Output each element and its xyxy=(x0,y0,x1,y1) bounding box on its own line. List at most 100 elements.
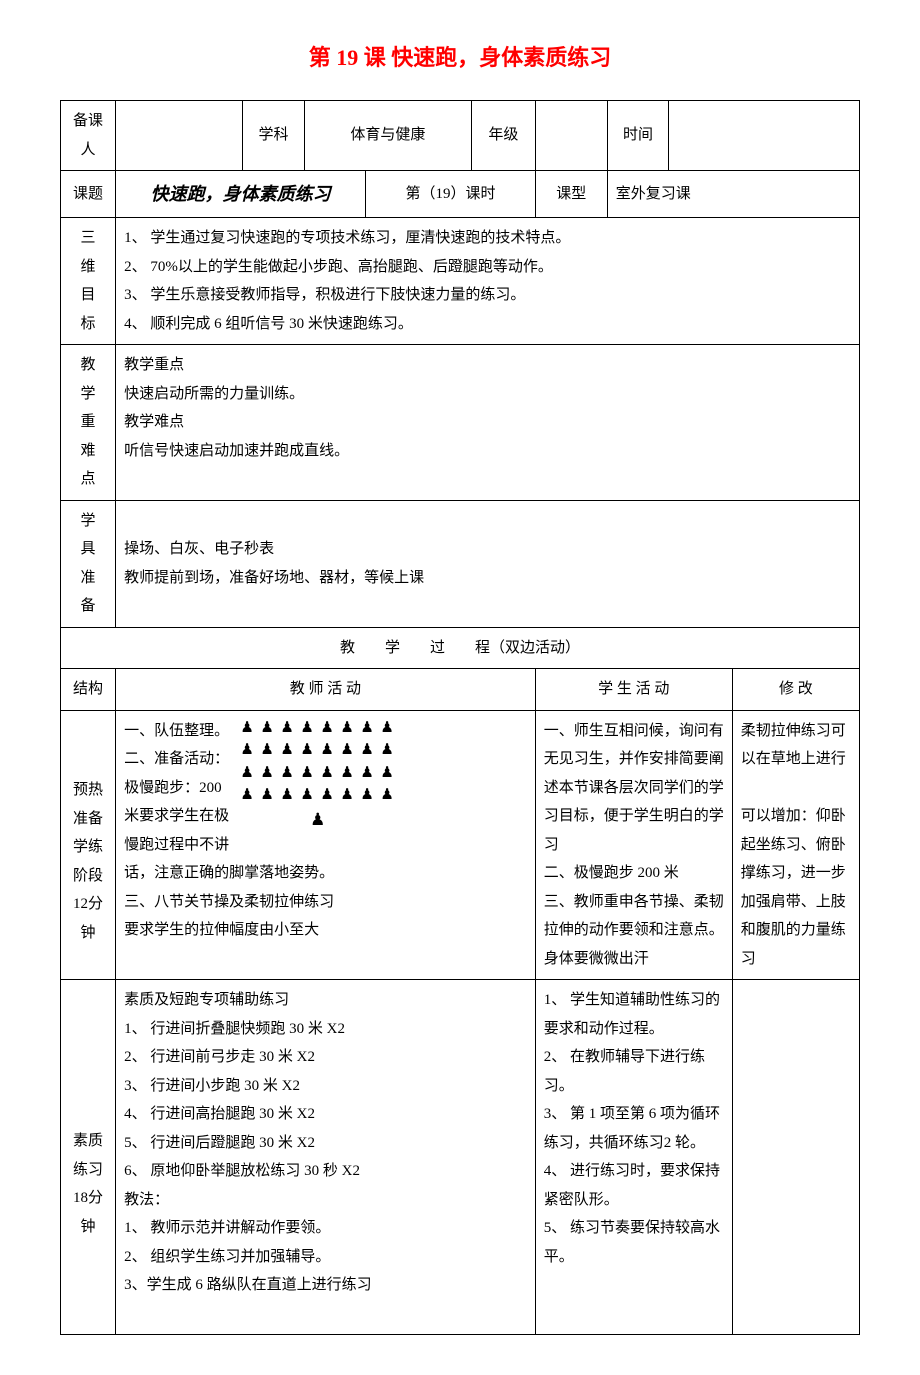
keypoint-line: 快速启动所需的力量训练。 xyxy=(124,380,851,409)
person-icon: ♟ xyxy=(360,762,374,785)
teacher-line: 素质及短跑专项辅助练习 xyxy=(124,986,527,1015)
person-icon: ♟ xyxy=(240,762,254,785)
person-icon: ♟ xyxy=(260,739,274,762)
teacher-line: 教法： xyxy=(124,1186,527,1215)
teacher-person-icon: ♟ xyxy=(310,807,324,833)
type-label: 课型 xyxy=(535,171,607,218)
student-line: 4、 进行练习时，要求保持紧密队形。 xyxy=(544,1157,724,1214)
person-icon: ♟ xyxy=(300,762,314,785)
person-icon: ♟ xyxy=(340,739,354,762)
keypoints-content: 教学重点 快速启动所需的力量训练。 教学难点 听信号快速启动加速并跑成直线。 xyxy=(116,345,860,501)
subject-label: 学科 xyxy=(243,101,304,171)
teacher-line: 1、 行进间折叠腿快频跑 30 米 X2 xyxy=(124,1015,527,1044)
student-line: 2、 在教师辅导下进行练习。 xyxy=(544,1043,724,1100)
teacher-line: 三、八节关节操及柔韧拉伸练习 xyxy=(124,888,527,917)
header-row: 备课人 学科 体育与健康 年级 时间 xyxy=(61,101,860,171)
objective-item: 2、 70%以上的学生能做起小步跑、高抬腿跑、后蹬腿跑等动作。 xyxy=(124,253,851,282)
process-header-row: 教 学 过 程（双边活动） xyxy=(61,627,860,669)
formation-row: ♟♟♟♟♟♟♟♟ xyxy=(237,739,397,762)
student-line: 二、极慢跑步 200 米 xyxy=(544,859,724,888)
section1-teacher-text: 一、队伍整理。 二、准备活动： 极慢跑步：200 米要求学生在极 慢跑过程中不讲 xyxy=(124,717,229,860)
person-icon: ♟ xyxy=(380,784,394,807)
student-line: 三、教师重申各节操、柔韧拉伸的动作要领和注意点。 xyxy=(544,888,724,945)
objectives-content: 1、 学生通过复习快速跑的专项技术练习，厘清快速跑的技术特点。 2、 70%以上… xyxy=(116,218,860,345)
section2-row: 素质练习18分钟 素质及短跑专项辅助练习 1、 行进间折叠腿快频跑 30 米 X… xyxy=(61,980,860,1335)
objectives-label: 三维目标 xyxy=(61,218,116,345)
student-line: 身体要微微出汗 xyxy=(544,945,724,974)
objective-item: 1、 学生通过复习快速跑的专项技术练习，厘清快速跑的技术特点。 xyxy=(124,224,851,253)
teacher-line: 一、队伍整理。 xyxy=(124,717,229,746)
teacher-line: 米要求学生在极 xyxy=(124,802,229,831)
teacher-line: 3、学生成 6 路纵队在直道上进行练习 xyxy=(124,1271,527,1300)
grade-value xyxy=(535,101,607,171)
topic-value: 快速跑，身体素质练习 xyxy=(116,171,366,218)
teacher-line: 6、 原地仰卧举腿放松练习 30 秒 X2 xyxy=(124,1157,527,1186)
keypoint-line: 教学难点 xyxy=(124,408,851,437)
teacher-line: 话，注意正确的脚掌落地姿势。 xyxy=(124,859,527,888)
person-icon: ♟ xyxy=(320,784,334,807)
col-teacher: 教 师 活 动 xyxy=(116,669,536,711)
person-icon: ♟ xyxy=(280,762,294,785)
person-icon: ♟ xyxy=(360,784,374,807)
person-icon: ♟ xyxy=(280,739,294,762)
materials-content: 操场、白灰、电子秒表 教师提前到场，准备好场地、器材，等候上课 xyxy=(116,500,860,627)
teacher-line: 4、 行进间高抬腿跑 30 米 X2 xyxy=(124,1100,527,1129)
person-icon: ♟ xyxy=(300,784,314,807)
section2-student: 1、 学生知道辅助性练习的要求和动作过程。 2、 在教师辅导下进行练习。 3、 … xyxy=(535,980,732,1335)
formation-teacher-row: ♟ xyxy=(237,807,397,833)
type-value: 室外复习课 xyxy=(607,171,859,218)
person-icon: ♟ xyxy=(360,739,374,762)
column-header-row: 结构 教 师 活 动 学 生 活 动 修 改 xyxy=(61,669,860,711)
objective-item: 3、 学生乐意接受教师指导，积极进行下肢快速力量的练习。 xyxy=(124,281,851,310)
person-icon: ♟ xyxy=(320,717,334,740)
section2-modify xyxy=(732,980,859,1335)
teacher-line: 1、 教师示范并讲解动作要领。 xyxy=(124,1214,527,1243)
person-icon: ♟ xyxy=(360,717,374,740)
section1-label: 预热准备学练阶段12分钟 xyxy=(61,710,116,980)
teacher-line: 3、 行进间小步跑 30 米 X2 xyxy=(124,1072,527,1101)
preparer-value xyxy=(116,101,243,171)
formation-row: ♟♟♟♟♟♟♟♟ xyxy=(237,784,397,807)
person-icon: ♟ xyxy=(340,717,354,740)
process-header: 教 学 过 程（双边活动） xyxy=(61,627,860,669)
period-label: 第（19）课时 xyxy=(366,171,536,218)
modify-line xyxy=(741,774,851,803)
person-icon: ♟ xyxy=(320,762,334,785)
section2-label: 素质练习18分钟 xyxy=(61,980,116,1335)
preparer-label: 备课人 xyxy=(61,101,116,171)
grade-label: 年级 xyxy=(472,101,536,171)
col-student: 学 生 活 动 xyxy=(535,669,732,711)
materials-row: 学具准备 操场、白灰、电子秒表 教师提前到场，准备好场地、器材，等候上课 xyxy=(61,500,860,627)
keypoint-line: 听信号快速启动加速并跑成直线。 xyxy=(124,437,851,466)
col-modify: 修 改 xyxy=(732,669,859,711)
keypoints-row: 教学重难点 教学重点 快速启动所需的力量训练。 教学难点 听信号快速启动加速并跑… xyxy=(61,345,860,501)
person-icon: ♟ xyxy=(280,784,294,807)
lesson-plan-table: 备课人 学科 体育与健康 年级 时间 课题 快速跑，身体素质练习 第（19）课时… xyxy=(60,100,860,1335)
time-value xyxy=(669,101,860,171)
person-icon: ♟ xyxy=(340,762,354,785)
objectives-row: 三维目标 1、 学生通过复习快速跑的专项技术练习，厘清快速跑的技术特点。 2、 … xyxy=(61,218,860,345)
teacher-line: 极慢跑步：200 xyxy=(124,774,229,803)
person-icon: ♟ xyxy=(260,784,274,807)
person-icon: ♟ xyxy=(280,717,294,740)
person-icon: ♟ xyxy=(300,717,314,740)
modify-line: 可以增加：仰卧起坐练习、俯卧撑练习，进一步加强肩带、上肢和腹肌的力量练习 xyxy=(741,802,851,973)
page-title: 第 19 课 快速跑，身体素质练习 xyxy=(60,40,860,72)
person-icon: ♟ xyxy=(260,762,274,785)
teacher-line: 2、 行进间前弓步走 30 米 X2 xyxy=(124,1043,527,1072)
student-line: 1、 学生知道辅助性练习的要求和动作过程。 xyxy=(544,986,724,1043)
teacher-line: 慢跑过程中不讲 xyxy=(124,831,229,860)
materials-line: 操场、白灰、电子秒表 xyxy=(124,535,851,564)
formation-row: ♟♟♟♟♟♟♟♟ xyxy=(237,762,397,785)
person-icon: ♟ xyxy=(300,739,314,762)
section1-student: 一、师生互相问候，询问有无见习生，并作安排简要阐述本节课各层次同学们的学习目标，… xyxy=(535,710,732,980)
section1-row: 预热准备学练阶段12分钟 一、队伍整理。 二、准备活动： 极慢跑步：200 米要… xyxy=(61,710,860,980)
teacher-line: 二、准备活动： xyxy=(124,745,229,774)
subject-value: 体育与健康 xyxy=(304,101,471,171)
student-line: 一、师生互相问候，询问有无见习生，并作安排简要阐述本节课各层次同学们的学习目标，… xyxy=(544,717,724,860)
section1-teacher: 一、队伍整理。 二、准备活动： 极慢跑步：200 米要求学生在极 慢跑过程中不讲… xyxy=(116,710,536,980)
person-icon: ♟ xyxy=(380,739,394,762)
materials-label: 学具准备 xyxy=(61,500,116,627)
person-icon: ♟ xyxy=(380,717,394,740)
keypoints-label: 教学重难点 xyxy=(61,345,116,501)
